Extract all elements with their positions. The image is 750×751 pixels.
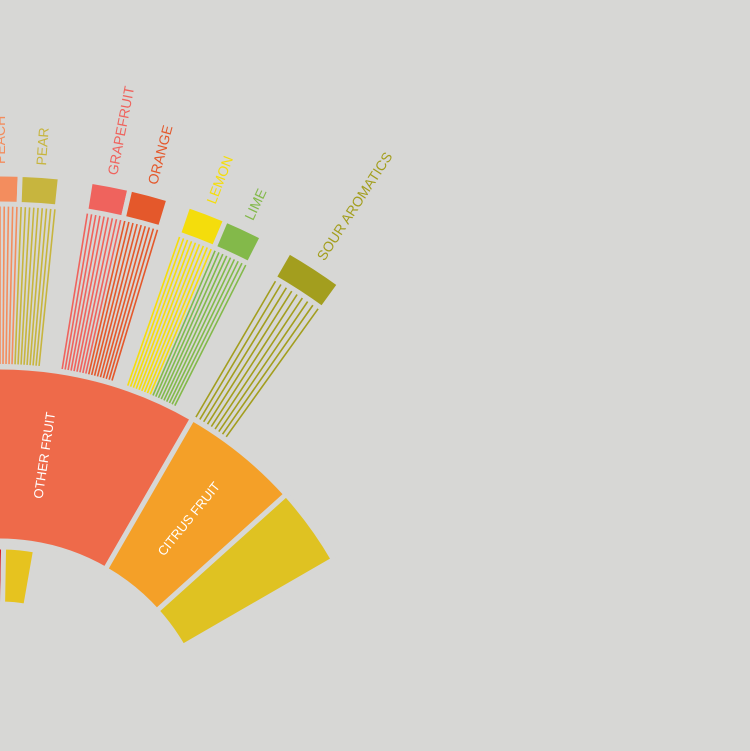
connector-ray (210, 293, 299, 428)
connector-ray (126, 236, 181, 386)
connector-ray (195, 280, 277, 418)
connector-ray (143, 245, 205, 393)
connector-ray (85, 219, 122, 374)
connector-ray (87, 220, 126, 375)
connector-ray (160, 255, 228, 400)
outer-segment-pear (16, 171, 64, 210)
connector-ray (29, 207, 44, 366)
outer-label-pear: PEAR (33, 127, 52, 166)
connector-ray (168, 260, 240, 404)
connector-rays (0, 206, 320, 438)
connector-ray (146, 246, 209, 394)
connector-ray (2, 206, 6, 365)
connector-ray (138, 241, 197, 391)
connector-ray (225, 307, 320, 438)
inner-ring (0, 544, 39, 610)
rays-grapefruit (61, 212, 122, 374)
outer-segment-orange (120, 185, 173, 232)
connector-ray (132, 239, 189, 388)
connector-ray (70, 215, 101, 371)
outer-segment-lime (210, 216, 266, 268)
outer-label-peach: PEACH (0, 116, 8, 164)
connector-ray (5, 206, 10, 365)
connector-ray (73, 215, 105, 372)
connector-ray (199, 283, 282, 420)
connector-ray (79, 217, 114, 373)
connector-ray (221, 304, 314, 435)
connector-ray (14, 206, 22, 365)
connector-ray (218, 300, 309, 433)
connector-ray (99, 224, 143, 378)
rays-lime (152, 249, 247, 406)
connector-ray (165, 258, 236, 402)
rays-orange (87, 220, 159, 381)
connector-ray (155, 251, 220, 397)
connector-ray (35, 208, 52, 366)
connector-ray (82, 218, 118, 374)
connector-ray (102, 225, 147, 379)
connector-ray (20, 206, 31, 365)
middle-ring (0, 364, 337, 650)
connector-ray (141, 243, 201, 392)
connector-ray (76, 216, 110, 372)
connector-ray (64, 213, 93, 370)
rays-pear (14, 206, 56, 367)
connector-ray (96, 223, 138, 377)
connector-ray (129, 237, 185, 387)
connector-ray (8, 206, 14, 365)
connector-ray (67, 214, 97, 371)
connector-ray (171, 262, 243, 405)
connector-ray (174, 264, 247, 406)
connector-ray (38, 208, 56, 367)
rays-peach (0, 206, 18, 365)
connector-ray (149, 248, 213, 395)
connector-ray (61, 212, 89, 370)
connector-ray (157, 253, 224, 399)
connector-ray (32, 207, 48, 366)
outer-ring (0, 171, 344, 313)
connector-ray (108, 227, 155, 380)
connector-ray (23, 207, 35, 365)
connector-ray (135, 240, 193, 389)
connector-ray (26, 207, 39, 366)
connector-ray (17, 206, 27, 365)
connector-ray (214, 297, 304, 430)
middle-segment-unlabeled-5 (153, 490, 337, 650)
connector-ray (90, 221, 130, 376)
connector-ray (163, 256, 232, 401)
rays-sour-aromatics (195, 280, 320, 438)
outer-segment-sour-aromatics (270, 248, 344, 313)
connector-ray (11, 206, 18, 365)
connector-ray (203, 286, 288, 423)
connector-ray (152, 249, 217, 396)
connector-ray (206, 290, 293, 425)
inner-segment-unlabeled-2 (0, 544, 39, 610)
connector-ray (111, 229, 159, 381)
connector-ray (93, 222, 134, 376)
connector-ray (105, 226, 151, 380)
rays-lemon (126, 236, 213, 395)
